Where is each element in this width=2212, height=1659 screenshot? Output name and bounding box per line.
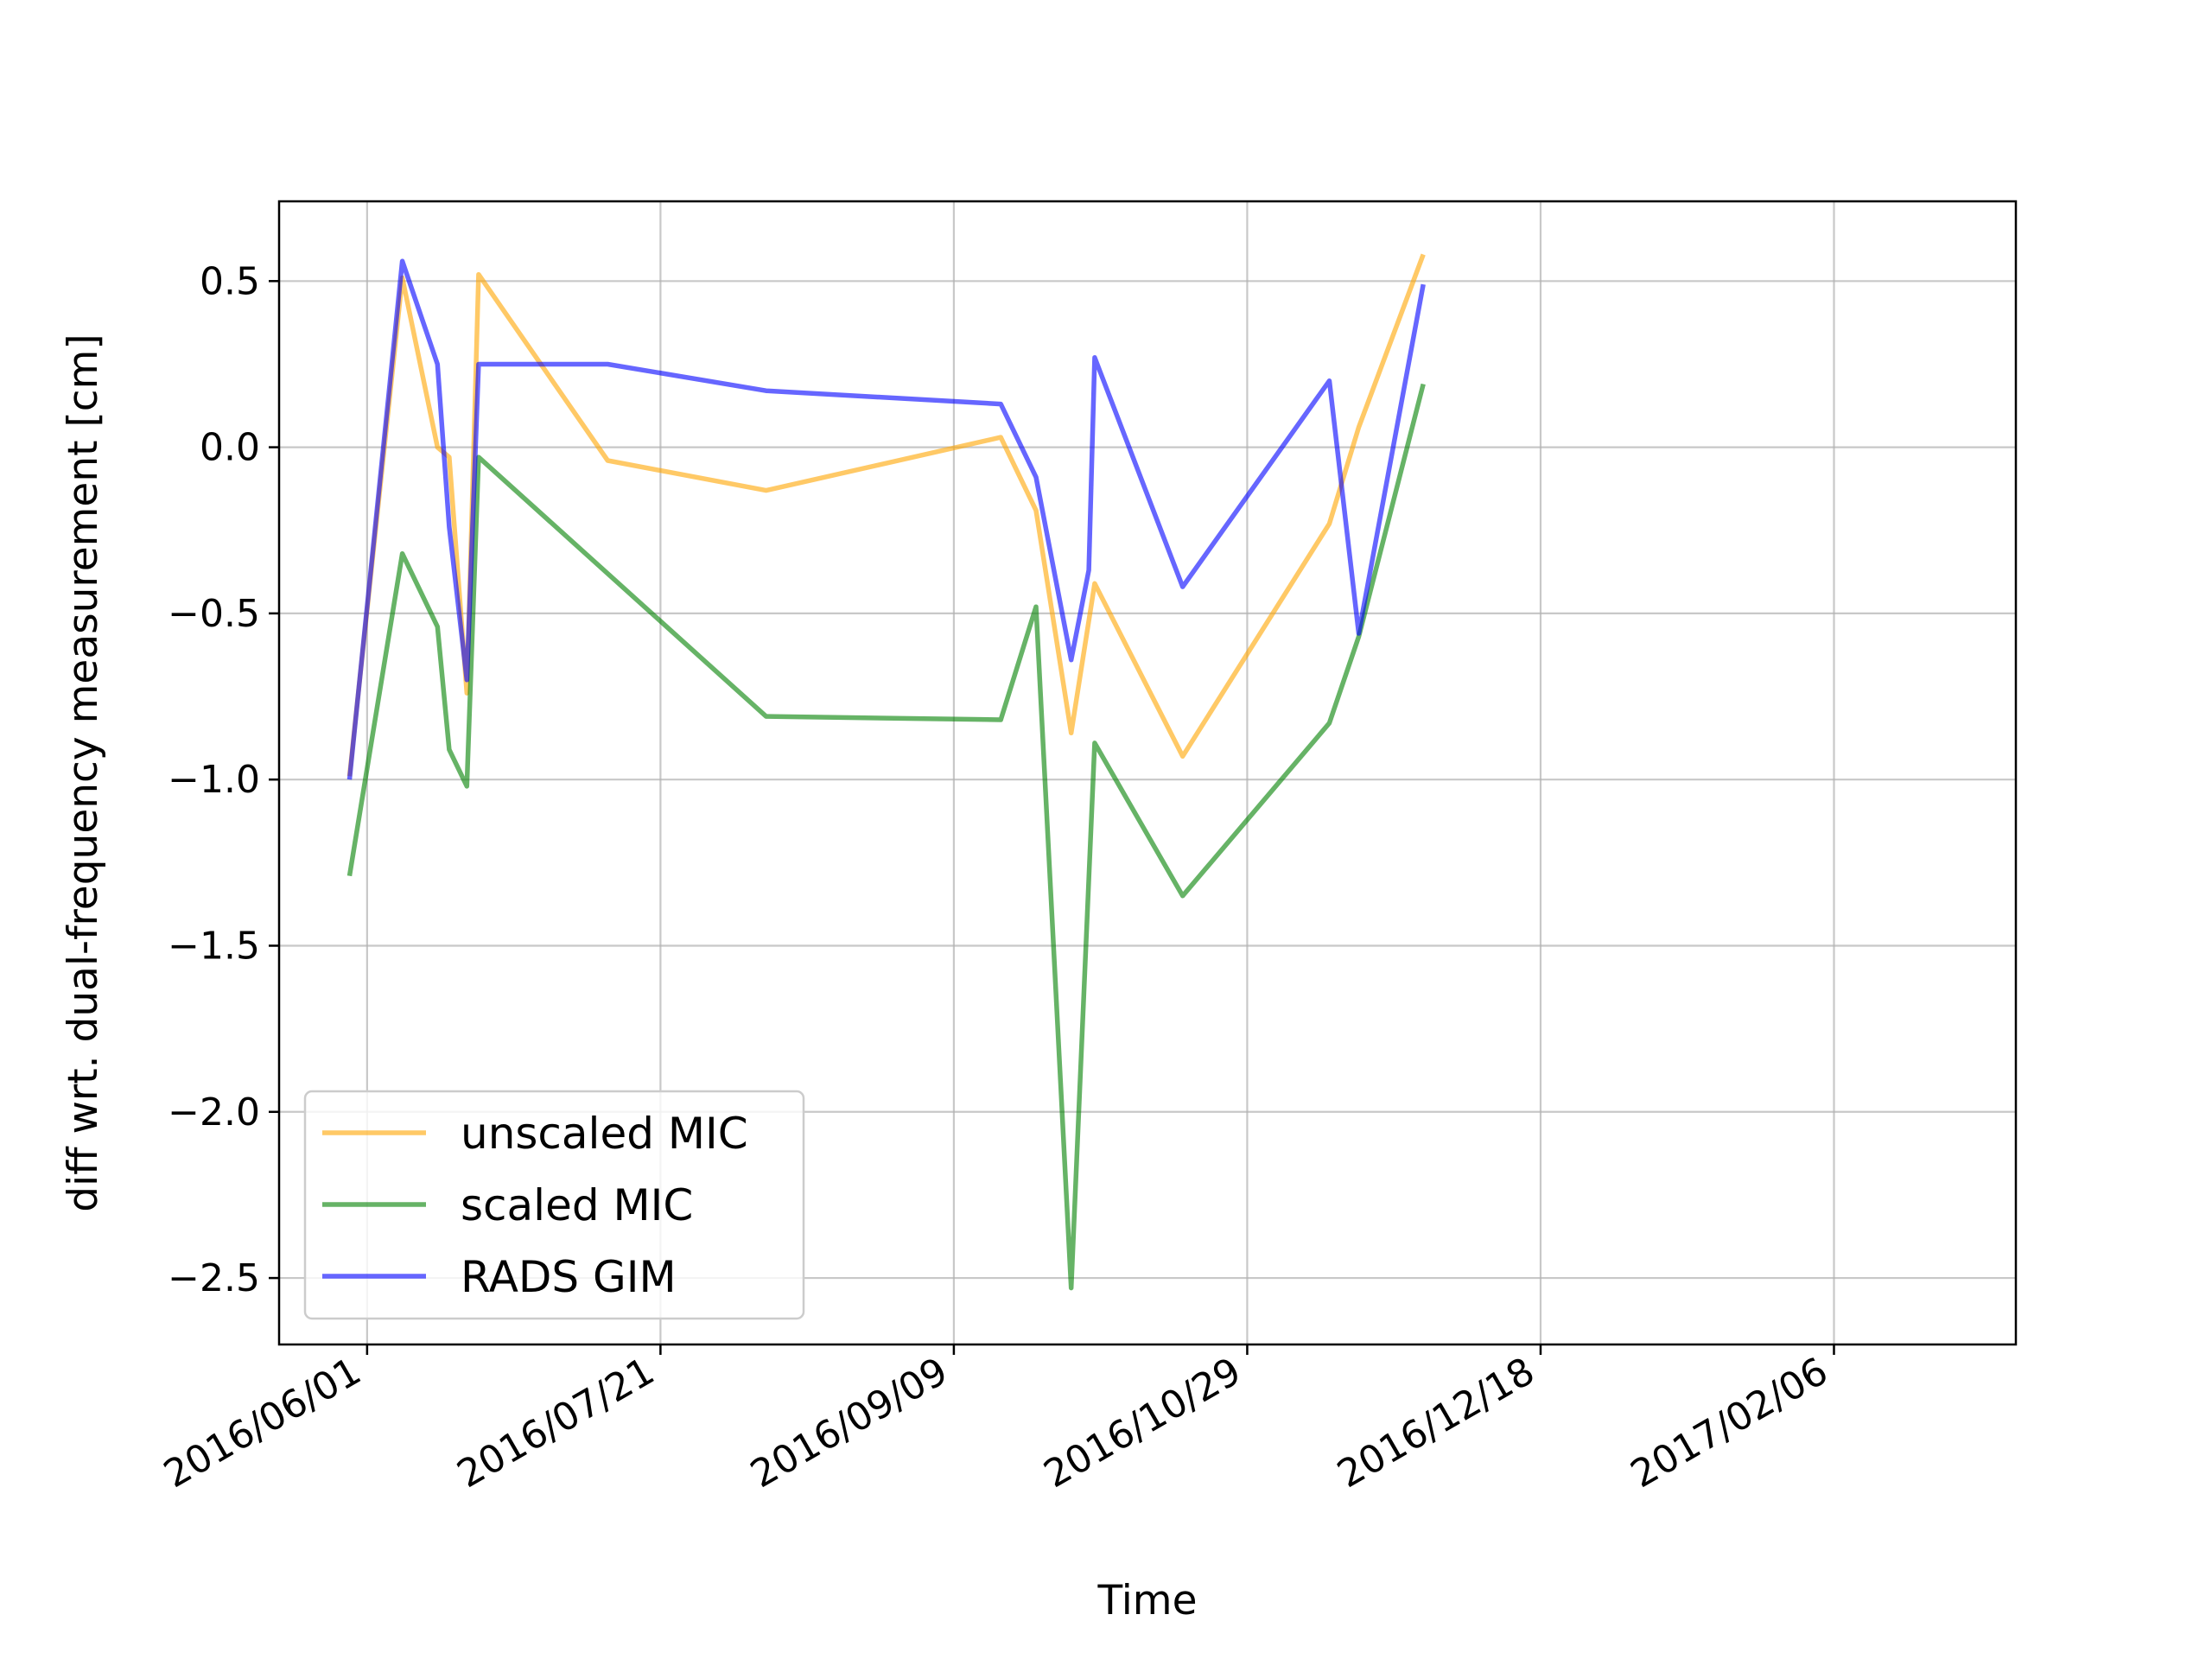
y-tick-label: 0.0 bbox=[200, 426, 260, 470]
x-tick-label: 2016/06/01 bbox=[156, 1349, 368, 1497]
legend-label: scaled MIC bbox=[461, 1180, 693, 1230]
y-tick-label: −1.0 bbox=[168, 758, 260, 802]
x-axis-label: Time bbox=[1096, 1577, 1197, 1624]
x-tick-label: 2016/12/18 bbox=[1330, 1349, 1541, 1497]
x-tick-label: 2016/07/21 bbox=[450, 1349, 662, 1497]
series-line-1 bbox=[346, 383, 1426, 1291]
x-tick-label: 2017/02/06 bbox=[1624, 1349, 1835, 1497]
y-axis-label: diff wrt. dual-frequency measurement [cm… bbox=[60, 334, 107, 1212]
legend: unscaled MIC scaled MIC RADS GIM bbox=[303, 1090, 805, 1320]
series-line-2 bbox=[346, 258, 1426, 780]
plot-frame bbox=[277, 200, 2018, 1346]
legend-label: unscaled MIC bbox=[461, 1109, 748, 1159]
y-tick-label: −0.5 bbox=[168, 592, 260, 636]
legend-label: RADS GIM bbox=[461, 1252, 677, 1302]
series-lines bbox=[346, 253, 1426, 1291]
y-tick-label: −2.5 bbox=[168, 1256, 260, 1300]
series-line-0 bbox=[346, 253, 1426, 777]
y-tick-label: −1.5 bbox=[168, 924, 260, 968]
legend-box bbox=[303, 1090, 805, 1320]
y-axis-ticks: 0.5 0.0 −0.5 −1.0 −1.5 −2.0 −2.5 bbox=[168, 259, 279, 1300]
y-tick-label: −2.0 bbox=[168, 1090, 260, 1135]
y-tick-label: 0.5 bbox=[200, 259, 260, 303]
x-tick-label: 2016/10/29 bbox=[1037, 1349, 1249, 1497]
x-axis-ticks: 2016/06/01 2016/07/21 2016/09/09 2016/10/29… bbox=[156, 1344, 1835, 1497]
x-tick-label: 2016/09/09 bbox=[743, 1349, 955, 1497]
